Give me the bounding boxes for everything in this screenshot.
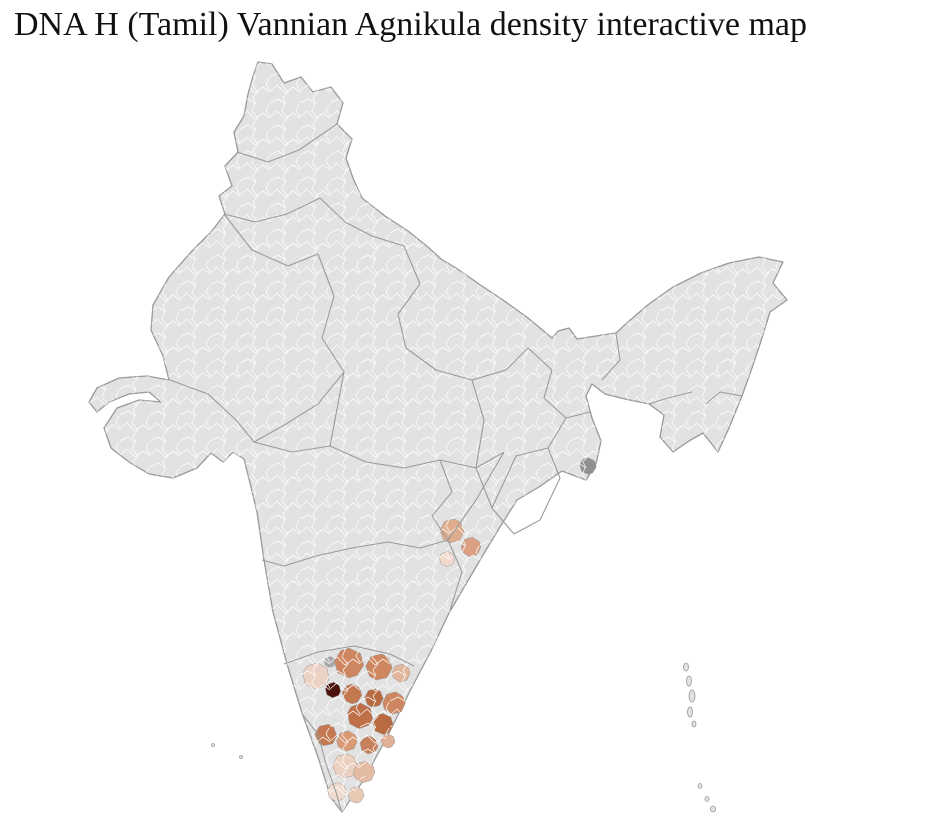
island-lakshadweep-2	[239, 755, 243, 759]
island-layer	[211, 662, 716, 813]
island-andaman-5	[691, 720, 697, 728]
district-mesh-overlay	[89, 62, 787, 812]
island-andaman-2	[686, 675, 692, 687]
island-lakshadweep-1	[211, 743, 215, 747]
state-boundaries	[169, 123, 743, 811]
island-nicobar-3	[710, 805, 716, 813]
island-andaman-3	[688, 689, 696, 703]
island-nicobar-2	[704, 796, 710, 802]
island-andaman-4	[687, 706, 693, 718]
island-nicobar-1	[697, 783, 703, 789]
island-andaman-1	[683, 662, 689, 672]
page-title: DNA H (Tamil) Vannian Agnikula density i…	[14, 6, 807, 43]
